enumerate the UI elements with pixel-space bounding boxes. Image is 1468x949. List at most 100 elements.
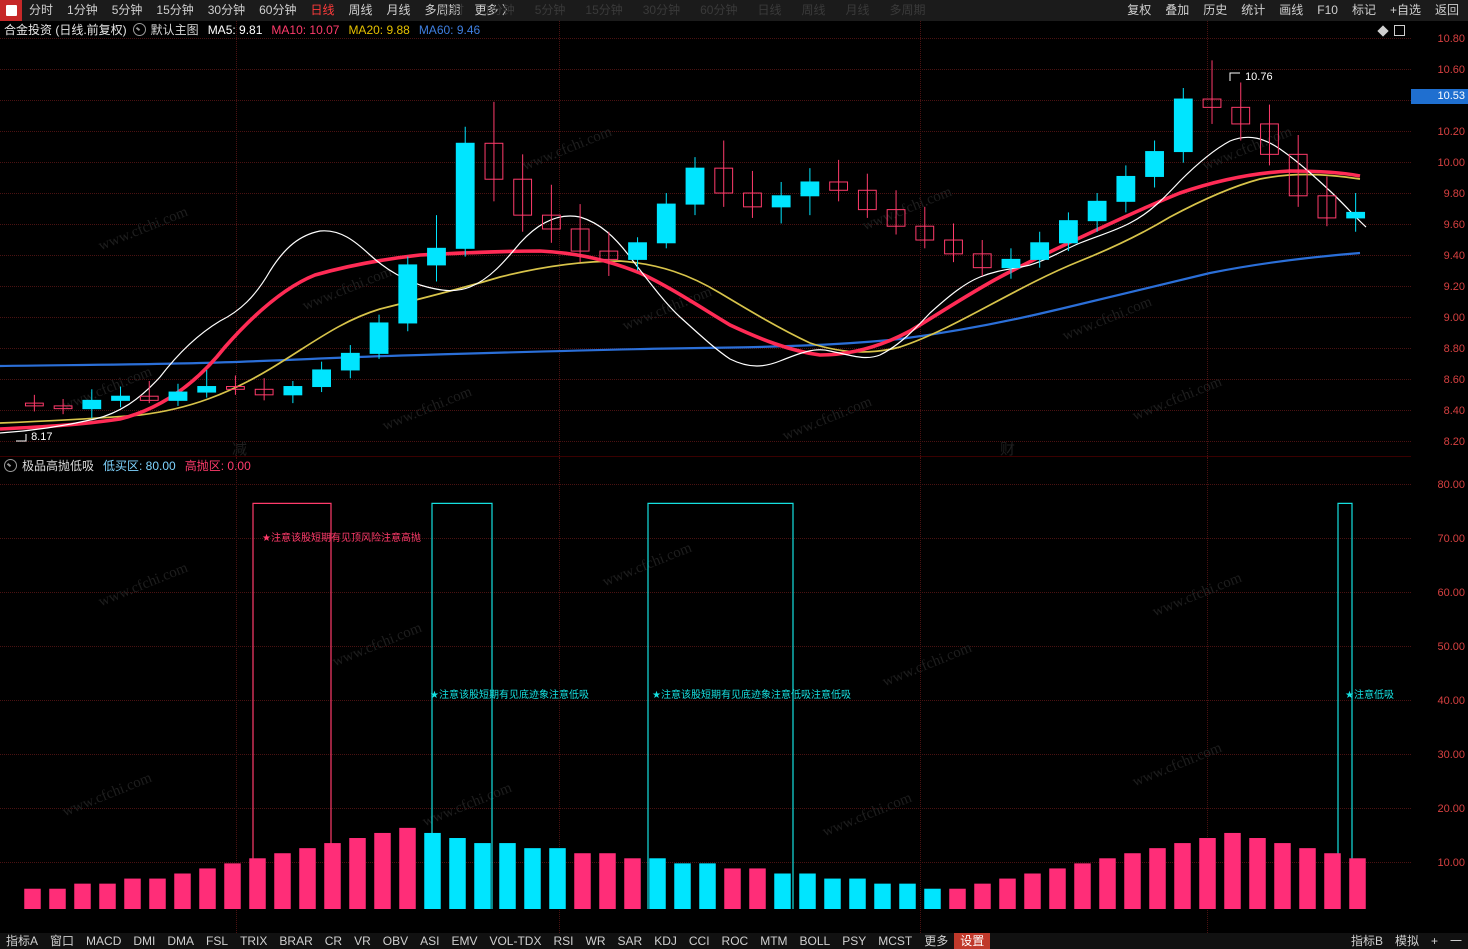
low-price-annotation: 8.17 bbox=[14, 431, 52, 443]
indicator-roc[interactable]: ROC bbox=[721, 934, 749, 948]
period-multi[interactable]: 多周期 bbox=[424, 3, 461, 17]
indicator-psy[interactable]: PSY bbox=[842, 934, 867, 948]
signal-annotation-low-buy-3: ★注意低吸 bbox=[1345, 690, 1394, 701]
ghost-item-9: 多周期 bbox=[889, 3, 926, 17]
app-logo-icon[interactable] bbox=[0, 0, 22, 21]
ghost-item-4: 30分钟 bbox=[642, 3, 681, 17]
period-30min[interactable]: 30分钟 bbox=[207, 3, 246, 17]
period-15min[interactable]: 15分钟 bbox=[156, 3, 194, 17]
tool-statistics[interactable]: 统计 bbox=[1241, 3, 1266, 17]
simulate-button[interactable]: 模拟 bbox=[1394, 934, 1419, 948]
tool-drawline[interactable]: 画线 bbox=[1279, 3, 1304, 17]
indicator-vr[interactable]: VR bbox=[354, 934, 371, 948]
period-daily[interactable]: 日线 bbox=[310, 3, 335, 17]
settings-button[interactable]: 设置 bbox=[954, 933, 991, 949]
toolbar-ghost-overlay: 分时 1分钟 5分钟 15分钟 30分钟 60分钟 日线 周线 月线 多周期 bbox=[430, 0, 936, 21]
watermark-char-cai: 财 bbox=[1000, 441, 1016, 457]
period-60min[interactable]: 60分钟 bbox=[259, 3, 297, 17]
indicator-macd[interactable]: MACD bbox=[86, 934, 122, 948]
axis-tick: 60.00 bbox=[1437, 587, 1465, 599]
main-price-pane[interactable]: www.cfchi.com www.cfchi.com www.cfchi.co… bbox=[0, 21, 1411, 457]
axis-tick: 40.00 bbox=[1437, 695, 1465, 707]
ghost-item-1: 1分钟 bbox=[484, 3, 515, 17]
axis-tick: 10.80 bbox=[1437, 33, 1465, 45]
indicator-title[interactable]: 极品高抛低吸 bbox=[22, 459, 95, 473]
bottom-indicator-bar: 指标A 窗口 MACD DMI DMA FSL TRIX BRAR CR VR … bbox=[0, 933, 1468, 949]
indicator-a-button[interactable]: 指标A bbox=[6, 934, 39, 948]
ghost-item-2: 5分钟 bbox=[534, 3, 566, 17]
candlestick-layer bbox=[24, 60, 1366, 419]
indicator-emv[interactable]: EMV bbox=[451, 934, 478, 948]
axis-tick: 9.60 bbox=[1443, 219, 1465, 231]
tool-mark[interactable]: 标记 bbox=[1351, 3, 1376, 17]
signal-annotation-high-sell: ★注意该股短期有见顶风险注意高抛 bbox=[262, 533, 421, 544]
indicator-vol-tdx[interactable]: VOL-TDX bbox=[489, 934, 542, 948]
period-fenshi[interactable]: 分时 bbox=[29, 3, 54, 17]
square-icon[interactable] bbox=[1394, 25, 1405, 36]
settings-gear-icon[interactable] bbox=[4, 459, 17, 472]
indicator-fsl[interactable]: FSL bbox=[206, 934, 229, 948]
ghost-item-6: 日线 bbox=[757, 3, 782, 17]
axis-tick: 9.20 bbox=[1443, 281, 1465, 293]
watermark-char-jian: 减 bbox=[232, 441, 248, 457]
axis-tick: 30.00 bbox=[1437, 749, 1465, 761]
ghost-item-3: 15分钟 bbox=[585, 3, 623, 17]
price-chart-svg bbox=[0, 136, 1367, 434]
indicator-asi[interactable]: ASI bbox=[420, 934, 440, 948]
indicator-dma[interactable]: DMA bbox=[167, 934, 195, 948]
ma10-value: MA10: 10.07 bbox=[271, 22, 340, 37]
ma5-value: MA5: 9.81 bbox=[207, 22, 263, 37]
tool-overlay[interactable]: 叠加 bbox=[1165, 3, 1190, 17]
indicator-dmi[interactable]: DMI bbox=[133, 934, 156, 948]
high-sell-zone-value: 高抛区: 0.00 bbox=[184, 459, 251, 473]
period-weekly[interactable]: 周线 bbox=[348, 3, 373, 17]
period-1min[interactable]: 1分钟 bbox=[67, 3, 98, 17]
tool-back[interactable]: 返回 bbox=[1434, 3, 1459, 17]
indicator-kdj[interactable]: KDJ bbox=[654, 934, 677, 948]
indicator-header: 极品高抛低吸 低买区: 80.00 高抛区: 0.00 bbox=[4, 457, 260, 474]
indicator-wr[interactable]: WR bbox=[585, 934, 606, 948]
toolbar-period-group: 分时 1分钟 5分钟 15分钟 30分钟 60分钟 日线 周线 月线 多周期 更… bbox=[0, 0, 521, 21]
indicator-cr[interactable]: CR bbox=[324, 934, 343, 948]
axis-tick: 10.00 bbox=[1437, 857, 1465, 869]
axis-tick: 9.00 bbox=[1443, 312, 1465, 324]
axis-tick: 9.80 bbox=[1443, 188, 1465, 200]
diamond-icon[interactable] bbox=[1377, 24, 1389, 37]
period-more[interactable]: 更多 〉 bbox=[474, 3, 514, 17]
indicator-sar[interactable]: SAR bbox=[617, 934, 643, 948]
indicator-brar[interactable]: BRAR bbox=[279, 934, 313, 948]
indicator-obv[interactable]: OBV bbox=[382, 934, 409, 948]
tool-history[interactable]: 历史 bbox=[1203, 3, 1228, 17]
indicator-mtm[interactable]: MTM bbox=[760, 934, 788, 948]
ghost-item-5: 60分钟 bbox=[700, 3, 738, 17]
window-button[interactable]: 窗口 bbox=[50, 934, 75, 948]
high-price-annotation: 10.76 bbox=[1228, 71, 1273, 83]
axis-tick: 9.40 bbox=[1443, 250, 1465, 262]
settings-gear-icon[interactable] bbox=[132, 23, 146, 36]
tool-f10[interactable]: F10 bbox=[1317, 3, 1338, 17]
toolbar-tools-group: 复权 叠加 历史 统计 画线 F10 标记 +自选 返回 bbox=[1120, 0, 1466, 21]
indicator-more[interactable]: 更多 bbox=[924, 934, 949, 948]
axis-tick: 10.20 bbox=[1437, 126, 1465, 138]
indicator-cci[interactable]: CCI bbox=[688, 934, 710, 948]
ghost-item-8: 月线 bbox=[845, 3, 870, 17]
period-5min[interactable]: 5分钟 bbox=[111, 3, 143, 17]
indicator-b-button[interactable]: 指标B bbox=[1350, 934, 1383, 948]
zoom-in-button[interactable]: + bbox=[1430, 934, 1438, 948]
tool-fuquan[interactable]: 复权 bbox=[1127, 3, 1152, 17]
indicator-trix[interactable]: TRIX bbox=[240, 934, 268, 948]
indicator-rsi[interactable]: RSI bbox=[553, 934, 574, 948]
pane-corner-icons bbox=[1377, 24, 1405, 37]
zoom-out-button[interactable]: 一 bbox=[1449, 934, 1462, 948]
ma60-value: MA60: 9.46 bbox=[418, 22, 481, 37]
indicator-axis: 80.00 70.00 60.00 50.00 40.00 30.00 20.0… bbox=[1411, 457, 1468, 933]
axis-tick: 50.00 bbox=[1437, 641, 1465, 653]
indicator-mcst[interactable]: MCST bbox=[878, 934, 913, 948]
main-pane-subtitle[interactable]: 默认主图 bbox=[150, 23, 199, 37]
ghost-item-0: 分时 bbox=[440, 3, 465, 17]
tool-add-watchlist[interactable]: +自选 bbox=[1389, 3, 1421, 17]
indicator-pane[interactable]: www.cfchi.com www.cfchi.com www.cfchi.co… bbox=[0, 457, 1411, 933]
period-monthly[interactable]: 月线 bbox=[386, 3, 411, 17]
indicator-boll[interactable]: BOLL bbox=[799, 934, 831, 948]
